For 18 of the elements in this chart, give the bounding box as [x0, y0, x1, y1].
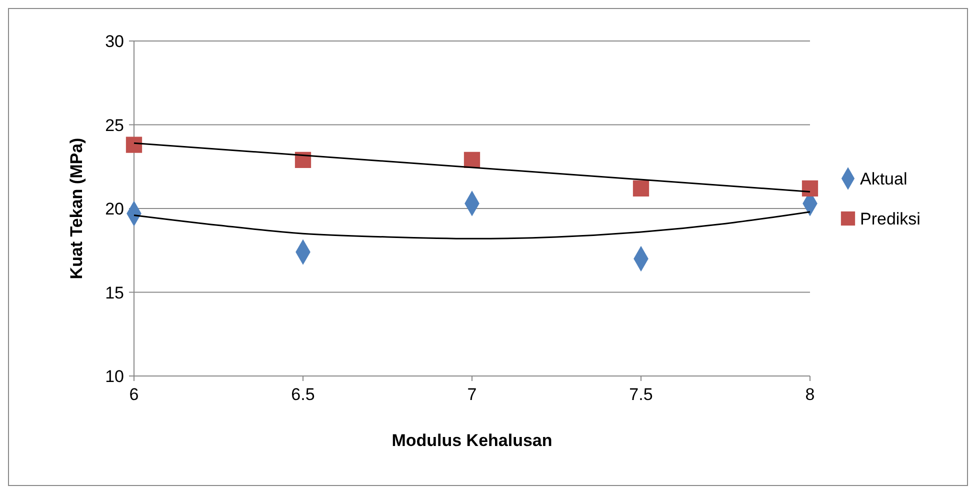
- x-tick-label: 8: [805, 385, 815, 404]
- y-tick-label: 20: [105, 200, 124, 218]
- x-tick-label: 7.5: [629, 385, 653, 404]
- x-axis-title: Modulus Kehalusan: [392, 431, 552, 450]
- y-axis-title: Kuat Tekan (MPa): [67, 138, 86, 280]
- y-tick-label: 15: [105, 283, 124, 302]
- point: [464, 152, 480, 168]
- y-tick-label: 30: [105, 32, 124, 51]
- x-tick-label: 6: [129, 385, 139, 404]
- point: [632, 180, 650, 196]
- y-tick-label: 25: [105, 116, 124, 135]
- legend-label: Aktual: [860, 170, 908, 188]
- point: [802, 180, 818, 196]
- legend-label: Prediksi: [860, 210, 920, 228]
- y-tick-label: 10: [105, 367, 124, 386]
- point: [126, 136, 142, 153]
- x-tick-label: 6.5: [291, 385, 315, 404]
- x-tick-label: 7: [467, 385, 477, 404]
